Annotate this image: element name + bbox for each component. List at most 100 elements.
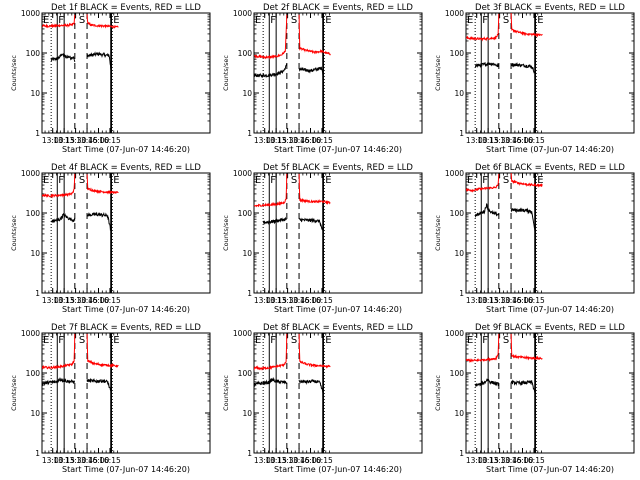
segment-marker-label: E	[537, 335, 543, 346]
y-tick-label: 1000	[445, 169, 464, 178]
series-group	[42, 14, 119, 74]
lld-series-line	[42, 14, 76, 29]
x-axis-label: Start Time (07-Jun-07 14:46:20)	[486, 465, 614, 474]
segment-marker-label: E	[467, 175, 473, 186]
y-tick-label: 100	[238, 49, 253, 58]
segment-marker-label: F	[270, 175, 276, 186]
segment-marker-label: E	[537, 175, 543, 186]
chart-panel: Det 4f BLACK = Events, RED = LLD 1 10 100 10…	[10, 163, 211, 314]
y-tick-label: 10	[454, 89, 464, 98]
y-tick-label: 1	[459, 289, 464, 298]
y-tick-label: 1	[459, 129, 464, 138]
segment-marker-label: E	[255, 175, 261, 186]
series-group	[254, 14, 331, 78]
lld-series-line	[466, 333, 500, 364]
chart-panel: Det 2f BLACK = Events, RED = LLD 1 10 100 10…	[222, 3, 423, 154]
segment-marker-label: F	[482, 175, 488, 186]
segment-marker-label: S	[291, 175, 297, 186]
lld-series-line	[254, 14, 288, 60]
panel-title: Det 1f BLACK = Events, RED = LLD	[51, 3, 201, 13]
events-series-line	[254, 63, 288, 78]
chart-panel: Det 3f BLACK = Events, RED = LLD 1 10 100 10…	[434, 3, 635, 154]
x-tick-label: 13:30	[277, 296, 299, 305]
events-series-line	[298, 217, 324, 234]
segment-marker-label: S	[79, 335, 85, 346]
segment-marker-label: E	[325, 335, 331, 346]
panel-title: Det 2f BLACK = Events, RED = LLD	[263, 3, 413, 13]
x-tick-label: 16:15	[523, 136, 545, 145]
segment-marker-label: S	[291, 15, 297, 26]
series-group	[42, 173, 119, 234]
x-tick-label: 13:15	[477, 296, 499, 305]
x-axis-label: Start Time (07-Jun-07 14:46:20)	[62, 305, 190, 314]
y-tick-label: 1	[247, 129, 252, 138]
y-tick-label: 1000	[233, 9, 252, 18]
x-tick-label: 13:30	[65, 136, 87, 145]
x-tick-label: 13:45	[500, 456, 522, 465]
y-axis-label: Counts/sec	[10, 215, 18, 251]
plot-frame	[253, 332, 423, 454]
x-axis-label: Start Time (07-Jun-07 14:46:20)	[274, 145, 402, 154]
y-tick-label: 100	[26, 49, 41, 58]
x-tick-label: 13:15	[53, 456, 75, 465]
segment-marker-label: E	[43, 335, 49, 346]
panel-title: Det 3f BLACK = Events, RED = LLD	[475, 3, 625, 13]
x-tick-label: 13:00	[254, 136, 276, 145]
chart-panel: Det 1f BLACK = Events, RED = LLD 1 10 100 10…	[10, 3, 211, 154]
lld-series-line	[42, 173, 76, 199]
segment-marker-label: F	[58, 175, 64, 186]
x-axis-label: Start Time (07-Jun-07 14:46:20)	[62, 145, 190, 154]
x-tick-label: 13:00	[466, 136, 488, 145]
x-axis-label: Start Time (07-Jun-07 14:46:20)	[62, 465, 190, 474]
x-tick-label: 16:15	[311, 136, 333, 145]
panel-title: Det 8f BLACK = Events, RED = LLD	[263, 323, 413, 333]
y-tick-label: 1000	[21, 9, 40, 18]
x-tick-label: 16:00	[512, 296, 534, 305]
events-series-line	[86, 51, 112, 74]
y-tick-label: 10	[242, 89, 252, 98]
segment-marker-label: S	[503, 335, 509, 346]
events-series-line	[474, 203, 500, 218]
panel-title: Det 9f BLACK = Events, RED = LLD	[475, 323, 625, 333]
x-tick-label: 13:15	[53, 136, 75, 145]
y-tick-label: 1	[35, 289, 40, 298]
y-tick-label: 1000	[445, 329, 464, 338]
y-tick-label: 10	[454, 249, 464, 258]
x-tick-label: 13:30	[489, 296, 511, 305]
x-tick-label: 13:30	[65, 456, 87, 465]
segment-marker-label: E	[113, 15, 119, 26]
segment-marker-label: F	[58, 15, 64, 26]
x-tick-label: 16:00	[300, 456, 322, 465]
segment-marker-label: E	[113, 335, 119, 346]
x-tick-label: 13:30	[277, 456, 299, 465]
x-tick-label: 13:00	[42, 136, 64, 145]
plot-frame	[41, 172, 211, 294]
x-tick-label: 13:45	[288, 136, 310, 145]
x-tick-label: 13:45	[500, 136, 522, 145]
series-group	[42, 333, 119, 395]
y-tick-label: 1000	[21, 169, 40, 178]
x-tick-label: 13:30	[489, 456, 511, 465]
y-axis-label: Counts/sec	[222, 375, 230, 411]
x-axis-label: Start Time (07-Jun-07 14:46:20)	[274, 305, 402, 314]
lld-series-line	[298, 333, 331, 369]
events-series-line	[263, 216, 288, 226]
lld-series-line	[466, 173, 500, 193]
y-axis-label: Counts/sec	[434, 375, 442, 411]
x-tick-label: 13:00	[42, 456, 64, 465]
y-tick-label: 100	[450, 369, 465, 378]
x-tick-label: 16:15	[99, 296, 121, 305]
lld-series-line	[510, 173, 543, 188]
y-axis-label: Counts/sec	[10, 375, 18, 411]
segment-marker-label: F	[482, 335, 488, 346]
segment-marker-label: F	[482, 15, 488, 26]
x-tick-label: 16:15	[311, 456, 333, 465]
y-tick-label: 100	[238, 369, 253, 378]
y-tick-label: 100	[26, 209, 41, 218]
x-tick-label: 16:15	[523, 456, 545, 465]
x-tick-label: 16:15	[311, 296, 333, 305]
segment-marker-label: E	[325, 15, 331, 26]
x-tick-label: 16:00	[88, 296, 110, 305]
segment-marker-label: F	[270, 15, 276, 26]
x-tick-label: 13:45	[76, 296, 98, 305]
